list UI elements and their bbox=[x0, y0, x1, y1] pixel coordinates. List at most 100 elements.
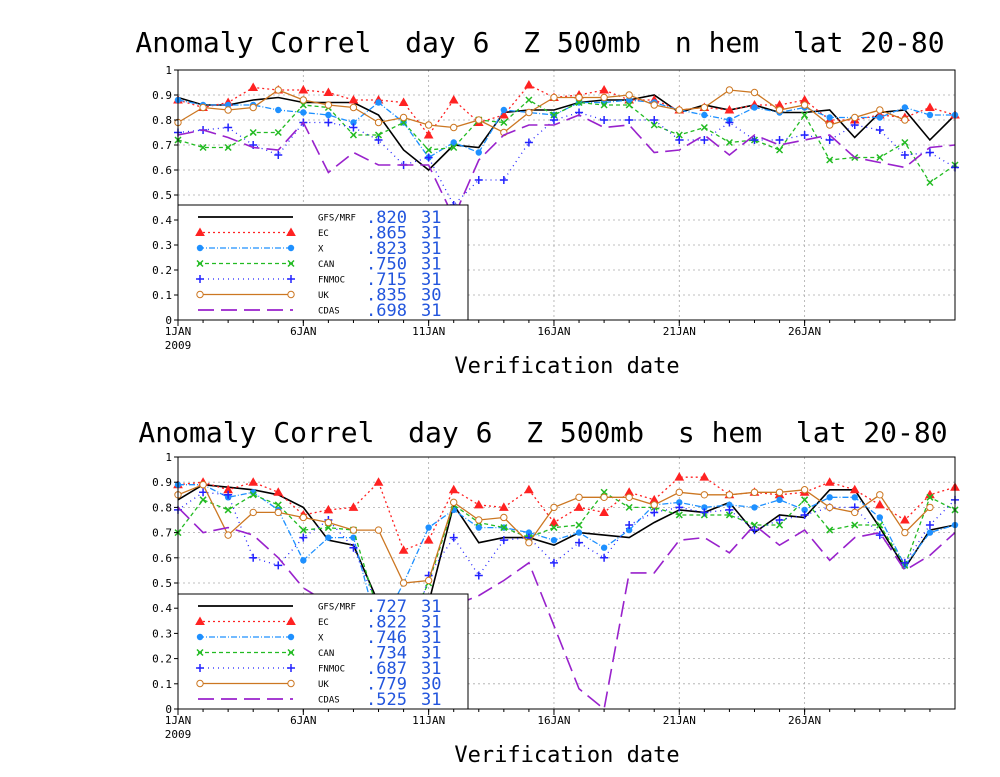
legend-item: GFS/MRF .727 31 bbox=[198, 597, 441, 617]
data-point bbox=[224, 531, 232, 539]
legend-item: UK .779 30 bbox=[196, 675, 441, 695]
legend-count: 31 bbox=[421, 255, 441, 275]
data-point bbox=[550, 503, 558, 512]
data-point bbox=[825, 121, 834, 129]
data-point bbox=[776, 496, 783, 504]
legend-score: .525 bbox=[366, 690, 407, 710]
data-point bbox=[675, 136, 684, 144]
data-point bbox=[425, 146, 433, 154]
data-point bbox=[450, 139, 457, 146]
data-point bbox=[775, 106, 784, 114]
legend-marker bbox=[287, 259, 295, 268]
legend-item: FNMOC .687 31 bbox=[196, 659, 441, 679]
x-tick-label: 26JAN bbox=[788, 714, 821, 727]
legend-item: X .823 31 bbox=[196, 239, 441, 259]
panel-shem: 00.10.20.30.40.50.60.70.80.911JAN20096JA… bbox=[138, 416, 960, 768]
data-point bbox=[900, 151, 909, 159]
data-point bbox=[498, 502, 509, 511]
data-point bbox=[724, 104, 735, 114]
data-point bbox=[549, 116, 558, 124]
data-point bbox=[324, 118, 333, 127]
legend-label: FNMOC bbox=[318, 276, 345, 286]
x-tick-label: 26JAN bbox=[788, 325, 821, 338]
data-point bbox=[901, 104, 909, 111]
data-point bbox=[274, 151, 283, 159]
data-point bbox=[274, 501, 282, 509]
data-point bbox=[350, 119, 357, 126]
legend-label: CDAS bbox=[318, 696, 340, 706]
x-tick-label: 6JAN bbox=[290, 325, 317, 338]
x-tick-label: 21JAN bbox=[663, 714, 696, 727]
data-point bbox=[625, 526, 633, 534]
data-point bbox=[625, 96, 633, 104]
data-point bbox=[776, 146, 784, 154]
x-tick-label: 11JAN bbox=[412, 325, 445, 338]
data-point bbox=[826, 156, 834, 164]
data-point bbox=[600, 101, 608, 109]
data-point bbox=[675, 131, 683, 139]
data-point bbox=[926, 493, 934, 501]
data-point bbox=[750, 526, 759, 535]
data-point bbox=[725, 86, 734, 94]
data-point bbox=[375, 99, 382, 106]
data-point bbox=[450, 143, 458, 152]
data-point bbox=[850, 121, 859, 129]
series-line bbox=[177, 94, 956, 172]
data-point bbox=[625, 91, 633, 99]
data-point bbox=[876, 514, 884, 521]
data-point bbox=[925, 102, 935, 111]
data-point bbox=[625, 101, 633, 109]
data-point bbox=[926, 503, 934, 512]
data-point bbox=[700, 508, 709, 517]
legend-item: CAN .734 31 bbox=[196, 644, 441, 664]
data-point bbox=[298, 84, 309, 94]
legend-score: .865 bbox=[366, 224, 407, 244]
data-point bbox=[600, 544, 608, 551]
x-tick-label: 21JAN bbox=[663, 325, 696, 338]
y-tick-label: 0.3 bbox=[152, 627, 172, 640]
data-point bbox=[273, 487, 284, 496]
series-line bbox=[177, 491, 956, 674]
data-point bbox=[323, 87, 334, 96]
data-point bbox=[575, 521, 583, 529]
data-point bbox=[374, 131, 383, 139]
legend-label: FNMOC bbox=[318, 665, 345, 675]
data-point bbox=[750, 488, 759, 496]
x-axis-label: Verification date bbox=[454, 743, 679, 768]
legend-count: 30 bbox=[421, 675, 441, 695]
data-point bbox=[699, 472, 710, 481]
data-point bbox=[700, 103, 709, 112]
legend-marker bbox=[196, 244, 204, 252]
legend-marker bbox=[286, 616, 296, 625]
data-point bbox=[650, 508, 659, 517]
legend-count: 31 bbox=[421, 659, 441, 679]
legend-score: .835 bbox=[366, 286, 407, 306]
legend-marker bbox=[196, 633, 204, 641]
series-line bbox=[178, 484, 956, 633]
data-point bbox=[676, 499, 683, 506]
legend-marker bbox=[196, 648, 204, 657]
data-point bbox=[851, 113, 859, 122]
series-line bbox=[177, 84, 956, 137]
legend-item: CDAS .698 31 bbox=[198, 301, 441, 321]
legend-marker bbox=[196, 679, 204, 688]
data-point bbox=[751, 504, 758, 511]
data-point bbox=[625, 116, 634, 124]
data-point bbox=[825, 136, 834, 144]
legend-score: .779 bbox=[366, 675, 407, 695]
data-point bbox=[650, 501, 658, 509]
legend-marker bbox=[196, 290, 204, 299]
legend-marker bbox=[195, 616, 205, 625]
data-point bbox=[299, 96, 308, 104]
data-point bbox=[349, 526, 358, 534]
data-point bbox=[450, 123, 458, 132]
data-point bbox=[224, 506, 232, 514]
data-point bbox=[525, 538, 533, 547]
legend-label: EC bbox=[318, 618, 329, 628]
y-tick-label: 0.7 bbox=[152, 527, 172, 540]
data-point bbox=[525, 529, 533, 536]
data-point bbox=[475, 149, 482, 156]
data-point bbox=[650, 116, 659, 124]
legend-item: EC .865 31 bbox=[195, 224, 441, 244]
data-point bbox=[600, 93, 608, 102]
